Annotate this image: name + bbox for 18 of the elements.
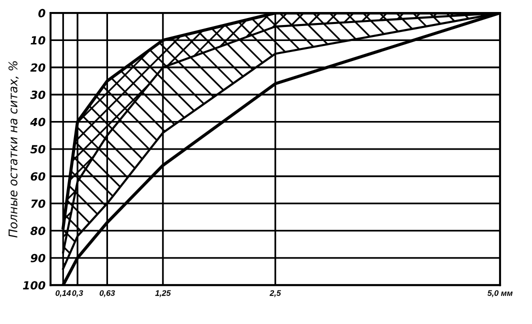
y-tick-label: 70 [31,199,46,208]
y-tick-label: 60 [30,172,46,181]
x-tick-label: 1,25 [155,290,171,298]
y-tick-label: 40 [30,118,46,126]
y-tick-label: 20 [30,63,46,72]
y-tick-label: 100 [22,281,46,290]
x-tick-label: 0,63 [100,290,115,298]
y-tick-label: 30 [30,90,46,99]
y-tick-label: 10 [30,36,46,45]
x-tick-label: 0,14 [56,290,71,298]
y-tick-label: 0 [38,8,46,18]
y-axis-title: Полные остатки на ситах, % [8,61,19,238]
y-tick-label: 50 [30,145,46,154]
y-tick-label: 90 [30,254,46,262]
y-tick-label: 80 [30,226,46,236]
x-tick-label: 2,5 [270,290,282,298]
x-tick-label: 5,0 мм [487,290,513,298]
x-tick-label: 0,3 [72,290,84,298]
